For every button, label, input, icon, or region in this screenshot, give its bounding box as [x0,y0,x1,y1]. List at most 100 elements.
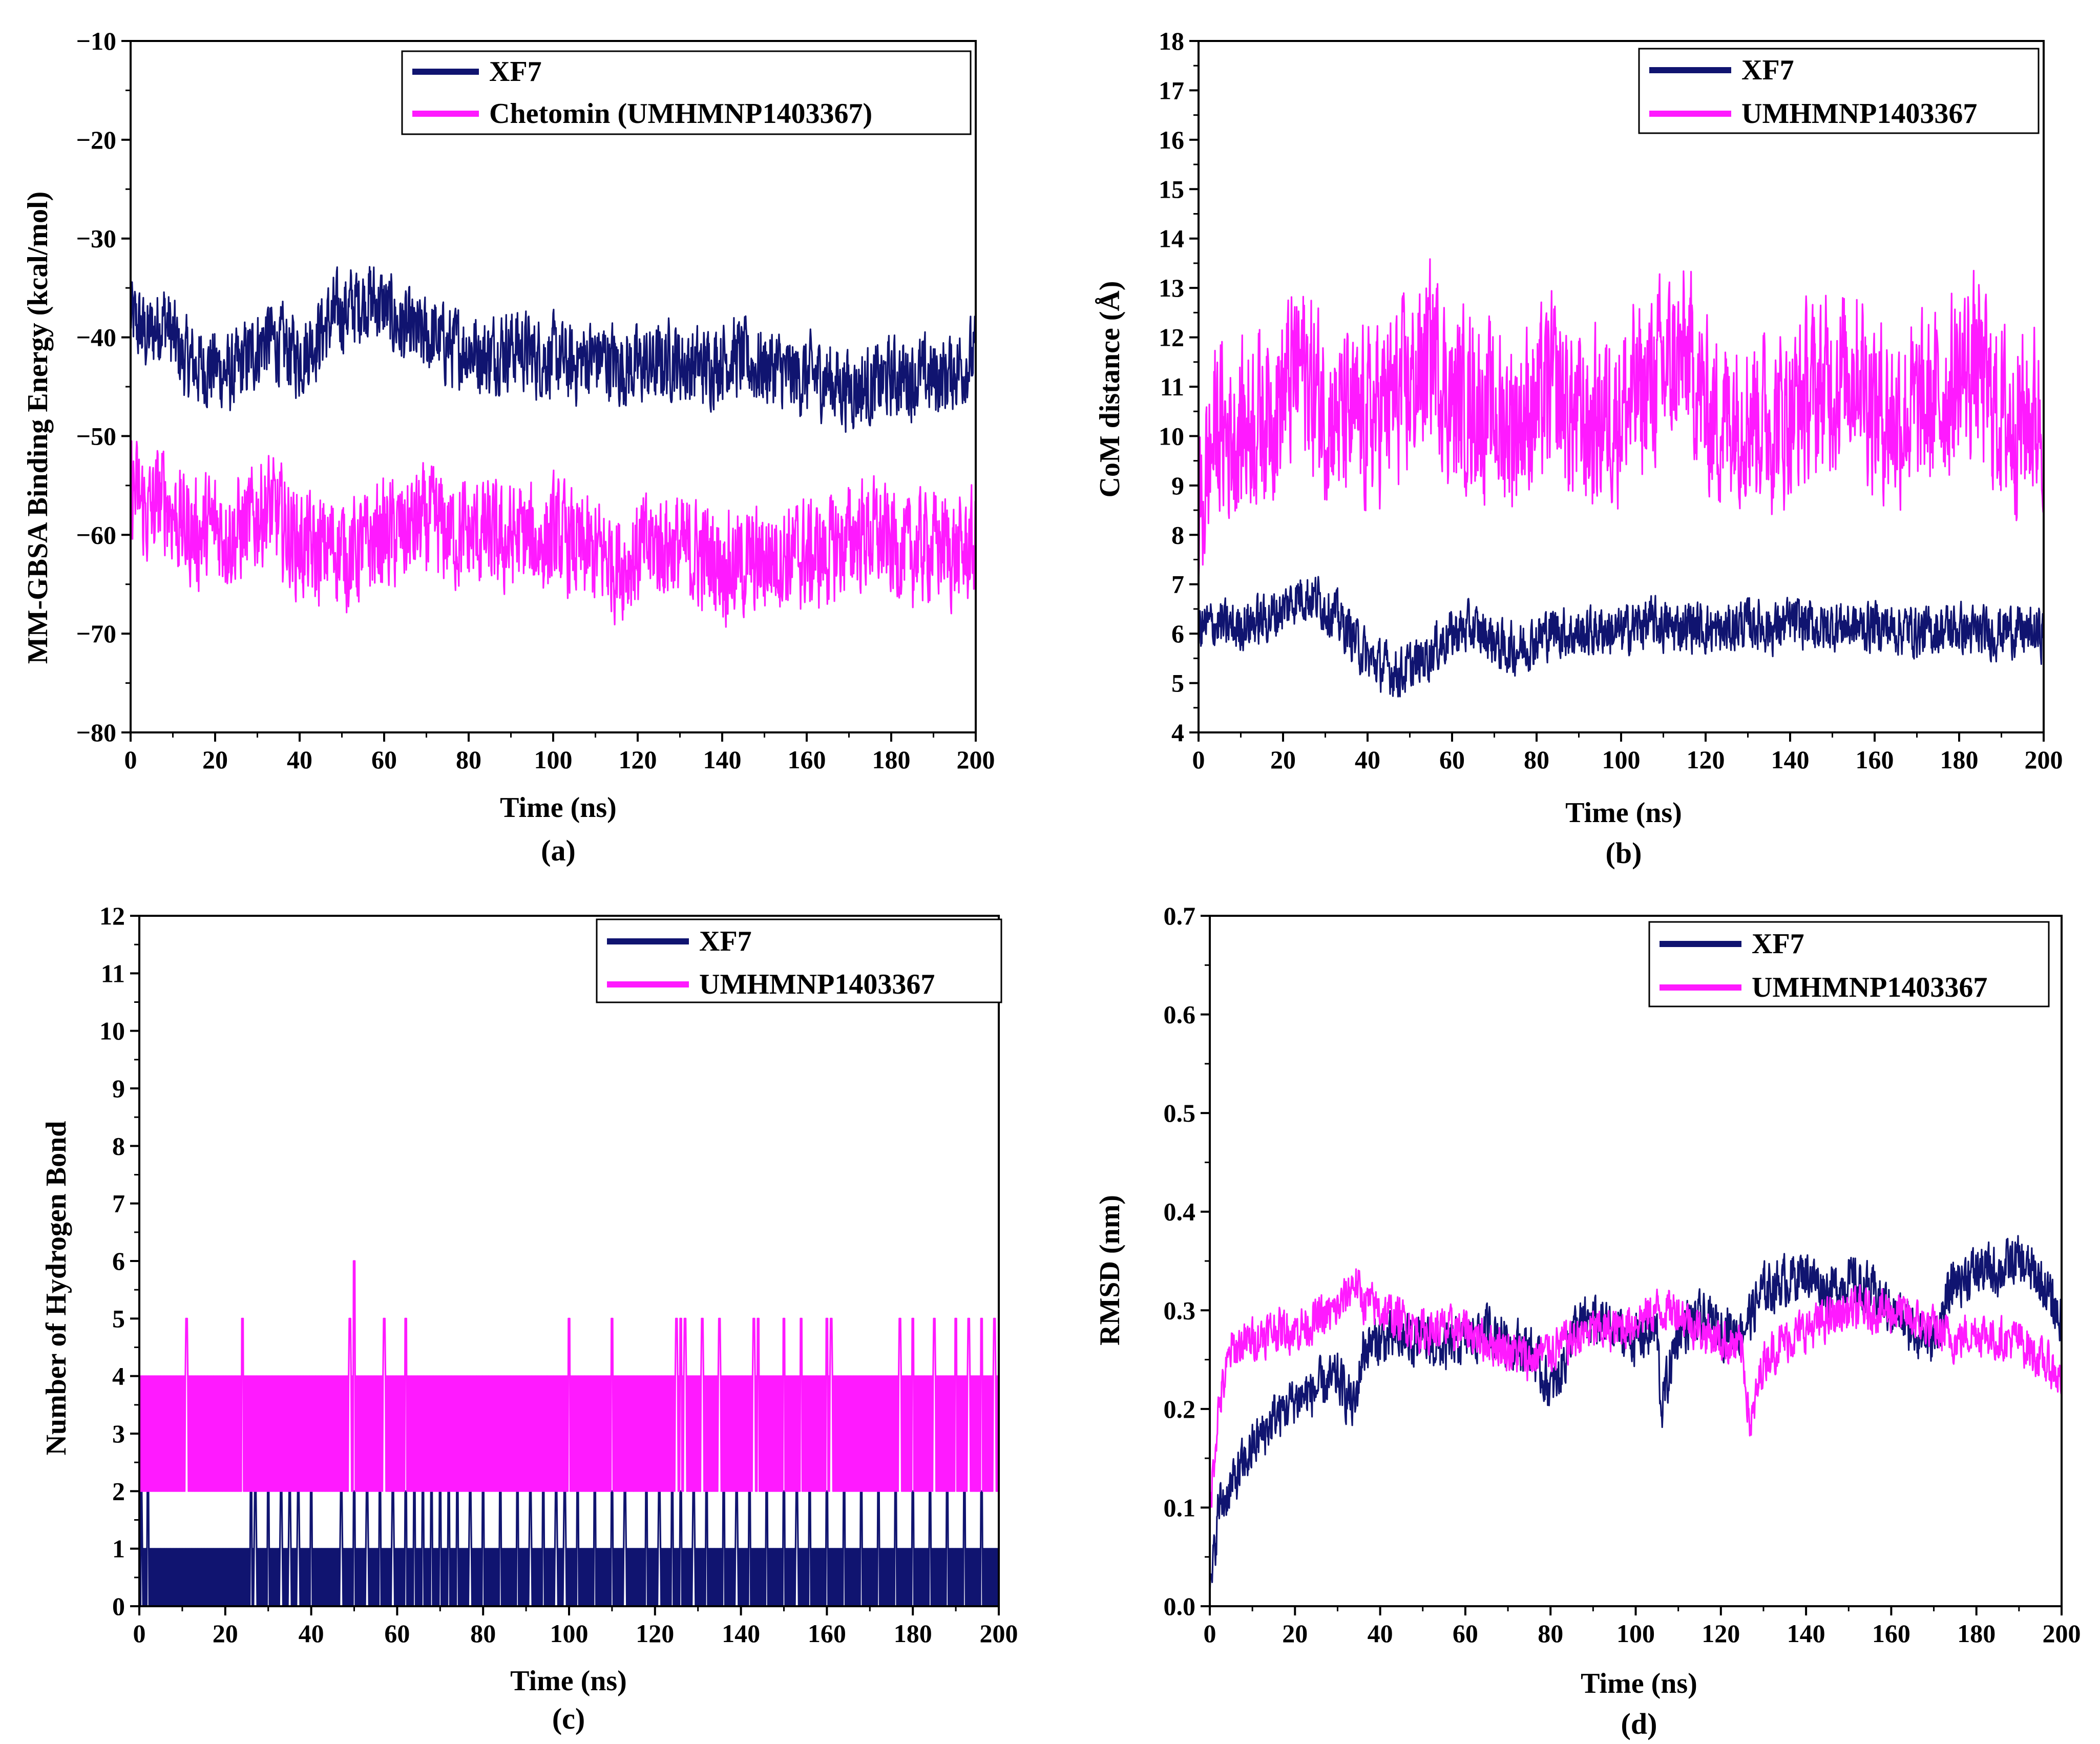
y-axis-title: MM-GBSA Binding Energy (kcal/mol) [22,192,54,664]
y-tick-label: 2 [112,1477,125,1505]
y-tick-label: 0.1 [1164,1493,1196,1522]
x-tick-label: 0 [1192,745,1205,774]
x-tick-label: 100 [550,1619,589,1648]
y-tick-label: 11 [101,959,125,987]
x-tick-label: 80 [470,1619,496,1648]
y-axis-title: RMSD (nm) [1094,1195,1126,1346]
x-tick-label: 160 [788,745,826,774]
x-tick-label: 0 [124,745,137,774]
x-tick-label: 20 [1282,1619,1308,1648]
x-axis-title: Time (ns) [1581,1668,1697,1699]
x-tick-label: 120 [619,745,657,774]
axes-layer: 0 20 40 60 80 100 120 140 160 180 2000123456789101… [99,901,1018,1648]
series-line-xf7 [131,266,976,433]
x-tick-label: 0 [133,1619,146,1648]
series-line-ligand [139,1260,999,1492]
x-tick-label: 140 [722,1619,760,1648]
y-tick-label: 16 [1159,125,1184,154]
y-tick-label: 10 [1159,422,1184,450]
x-tick-label: 200 [957,745,995,774]
x-tick-label: 100 [534,745,573,774]
y-tick-label: 5 [112,1304,125,1333]
y-tick-label: 0.0 [1164,1592,1196,1621]
x-tick-label: 60 [384,1619,410,1648]
y-tick-label: 0.6 [1164,1000,1196,1029]
y-tick-label: 13 [1159,274,1184,302]
x-tick-label: 60 [1439,745,1465,774]
x-tick-label: 20 [1270,745,1296,774]
y-tick-label: −60 [76,520,117,549]
x-tick-label: 100 [1616,1619,1655,1648]
y-tick-label: 8 [1171,520,1184,549]
y-tick-label: −10 [76,27,117,55]
x-tick-label: 180 [872,745,911,774]
y-tick-label: −70 [76,619,117,648]
x-axis-title: Time (ns) [510,1665,627,1697]
axes-layer: 0 20 40 60 80 100 120 140 160 180 200 0.0 0.1 0.2 0.3 0… [1164,901,2081,1648]
y-tick-label: 6 [112,1247,125,1275]
series-line-ligand [131,440,976,628]
y-tick-label: 7 [112,1189,125,1218]
x-tick-label: 100 [1602,745,1641,774]
y-tick-label: 9 [112,1074,125,1103]
panel-label: (b) [1606,836,1642,870]
legend: XF7 UMHMNP1403367 [596,918,1002,1003]
y-tick-label: 18 [1159,27,1184,55]
y-tick-label: −50 [76,422,117,450]
panel-b: 0 20 40 60 80 100 120 140 160 180 200 4 5 6 7 8 9 10 11 12 1… [1094,27,2063,870]
x-tick-label: 80 [456,745,481,774]
x-tick-label: 20 [202,745,228,774]
x-tick-label: 40 [299,1619,324,1648]
y-tick-label: 17 [1159,76,1184,104]
x-tick-label: 140 [703,745,742,774]
series-layer [139,1260,999,1606]
legend-box [401,50,972,135]
legend: XF7 UMHMNP1403367 [1638,48,2040,134]
y-tick-label: 6 [1171,619,1184,648]
x-tick-label: 20 [213,1619,238,1648]
y-tick-label: 9 [1171,471,1184,500]
x-tick-label: 200 [980,1619,1018,1648]
legend-label-ligand: UMHMNP1403367 [699,969,935,1000]
y-tick-label: 10 [99,1017,125,1045]
x-tick-label: 140 [1771,745,1810,774]
panel-a: 0 20 40 60 80 100 120 140 160 180 200 −80 −70 −60 −50 −… [22,27,995,867]
legend: XF7 UMHMNP1403367 [1648,921,2050,1007]
x-tick-label: 160 [1856,745,1894,774]
x-tick-label: 180 [894,1619,932,1648]
x-tick-label: 0 [1204,1619,1216,1648]
series-line-xf7 [1199,576,2044,698]
legend-label-xf7: XF7 [1752,928,1804,960]
legend-label-xf7: XF7 [1741,54,1794,86]
y-tick-label: 12 [1159,323,1184,352]
series-layer [1199,258,2044,698]
x-axis-title: Time (ns) [1565,797,1682,829]
x-tick-label: 160 [808,1619,846,1648]
legend-label-ligand: UMHMNP1403367 [1741,98,1977,130]
panel-label: (a) [541,834,576,867]
x-tick-label: 40 [1355,745,1380,774]
x-tick-label: 80 [1538,1619,1563,1648]
panel-c: 0 20 40 60 80 100 120 140 160 180 2000123456789101… [40,901,1018,1735]
y-axis-title: CoM distance (Å) [1094,281,1126,497]
x-tick-label: 120 [1702,1619,1740,1648]
y-tick-label: 0.4 [1164,1197,1196,1226]
x-tick-label: 140 [1787,1619,1825,1648]
legend-label-xf7: XF7 [489,56,542,88]
y-tick-label: 11 [1160,372,1184,401]
y-tick-label: 3 [112,1419,125,1448]
x-tick-label: 180 [1957,1619,1996,1648]
y-axis-title: Number of Hydrogen Bond [40,1121,72,1456]
panel-label: (d) [1621,1707,1657,1740]
x-tick-label: 160 [1872,1619,1910,1648]
x-tick-label: 200 [2025,745,2063,774]
y-tick-label: 15 [1159,175,1184,203]
y-tick-label: 1 [112,1535,125,1563]
x-tick-label: 120 [1687,745,1725,774]
x-tick-label: 40 [287,745,312,774]
y-tick-label: −20 [76,125,117,154]
x-tick-label: 180 [1940,745,1979,774]
y-tick-label: 14 [1159,224,1184,253]
x-tick-label: 60 [371,745,397,774]
